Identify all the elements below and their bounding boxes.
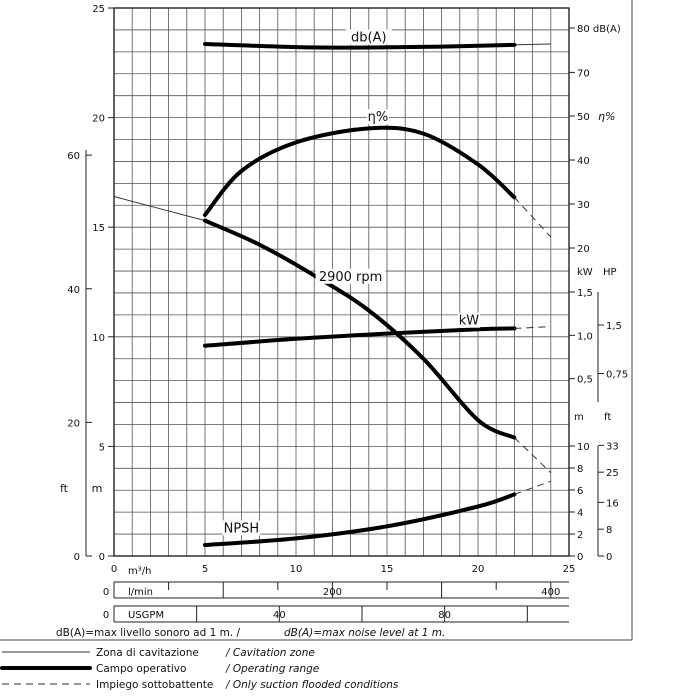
flow-m3h-tick-label: 15 (381, 564, 394, 575)
flow-m3h-tick-label: 25 (563, 564, 576, 575)
footnote-italian: dB(A)=max livello sonoro ad 1 m. / (56, 627, 241, 639)
curve-db-a-operating (203, 41, 517, 50)
curve-label-eff: η% (368, 110, 389, 125)
curve-label-bg (222, 520, 261, 536)
flow-lmin-tick-label: 200 (323, 587, 342, 598)
kw-unit-label: kW (577, 267, 593, 278)
npsh-ft-tick-label: 25 (606, 468, 619, 479)
curve-2900-rpm-flooded (514, 437, 552, 474)
head-ft-tick-label: 60 (67, 151, 80, 162)
npsh-m-unit-label: m (574, 412, 584, 423)
npsh-ft-tick-label: 16 (606, 498, 619, 509)
eff-tick-label: 20 (577, 244, 590, 255)
flow-lmin-tick-label: 400 (541, 587, 560, 598)
head-ft-tick-label: 0 (74, 552, 80, 563)
curve-label-db-a: db(A) (351, 31, 387, 46)
plot-frame (113, 7, 570, 557)
kw-tick-label: 1,5 (577, 288, 593, 299)
npsh-ft-tick-label: 33 (606, 441, 619, 452)
curve-label-2900-rpm: 2900 rpm (319, 270, 382, 285)
curve-label-bg (315, 268, 386, 284)
npsh-m-tick-label: 4 (577, 508, 583, 519)
curve-eff-flooded (514, 197, 552, 238)
curve-label-bg (345, 29, 392, 45)
npsh-ft-unit-label: ft (604, 412, 611, 423)
curve-2900-rpm-cavitation (113, 196, 206, 222)
head-m-tick-label: 25 (92, 4, 105, 15)
head-m-tick-label: 5 (99, 442, 105, 453)
chart-axes (0, 0, 633, 641)
flow-m3h-tick-label: 10 (290, 564, 303, 575)
npsh-m-tick-label: 2 (577, 530, 583, 541)
kw-tick-label: 1,0 (577, 331, 593, 342)
flow-usgpm-unit-label: USGPM (128, 610, 164, 621)
db-tick-label: 80 dB(A) (577, 24, 621, 35)
npsh-ft-tick-label: 0 (606, 552, 612, 563)
flow-lmin-unit-label: l/min (128, 587, 153, 598)
db-tick-label: 70 (577, 68, 590, 79)
legend-label-flooded: Impiego sottobattente (96, 679, 213, 691)
legend-translation-flooded: / Only suction flooded conditions (225, 679, 399, 691)
curve-npsh-flooded (514, 480, 551, 495)
kw-tick-label: 0,5 (577, 375, 593, 386)
npsh-m-tick-label: 0 (577, 552, 583, 563)
chart-curves (113, 41, 552, 547)
head-m-tick-label: 20 (92, 114, 105, 125)
flow-usgpm-tick-label: 40 (273, 610, 286, 621)
eff-axis-label: η% (598, 110, 615, 123)
curve-db-a-cavitation (514, 43, 551, 46)
footnote-english: dB(A)=max noise level at 1 m. (284, 627, 445, 639)
hp-tick-label: 1,5 (606, 321, 622, 332)
flow-m3h-tick-label: 20 (472, 564, 485, 575)
legend-label-operating: Campo operativo (96, 663, 186, 675)
flow-usgpm-tick-label: 0 (103, 610, 109, 621)
hp-unit-label: HP (603, 267, 617, 278)
flow-lmin-tick-label: 0 (103, 587, 109, 598)
head-m-tick-label: 10 (92, 333, 105, 344)
chart-legend: dB(A)=max livello sonoro ad 1 m. / dB(A)=… (0, 627, 445, 691)
head-ft-tick-label: 40 (67, 285, 80, 296)
curve-label-bg (366, 109, 389, 125)
head-m-tick-label: 0 (99, 552, 105, 563)
head-m-unit-label: m (92, 482, 103, 495)
flow-m3h-tick-label: 0 (111, 564, 117, 575)
flow-usgpm-tick-label: 80 (438, 610, 451, 621)
curve-npsh-operating (203, 492, 517, 547)
curve-label-npsh: NPSH (224, 521, 260, 536)
hp-tick-label: 0,75 (606, 370, 628, 381)
npsh-ft-tick-label: 8 (606, 525, 612, 536)
curve-kw-operating (203, 326, 517, 348)
legend-translation-operating: / Operating range (225, 663, 319, 675)
head-ft-tick-label: 20 (67, 418, 80, 429)
eff-tick-label: 30 (577, 200, 590, 211)
flow-m3h-unit-label: m³/h (128, 566, 151, 577)
flow-m3h-tick-label: 5 (202, 564, 208, 575)
legend-label-cavitation: Zona di cavitazione (96, 647, 199, 659)
eff-tick-label: 40 (577, 156, 590, 167)
head-ft-unit-label: ft (60, 482, 69, 495)
head-m-tick-label: 15 (92, 223, 105, 234)
curve-label-kw: kW (459, 314, 480, 329)
eff-tick-label: 50 (577, 112, 590, 123)
curve-label-bg (457, 312, 480, 328)
npsh-m-tick-label: 10 (577, 442, 590, 453)
npsh-m-tick-label: 6 (577, 486, 583, 497)
curve-eff-operating (203, 125, 517, 217)
npsh-m-tick-label: 8 (577, 464, 583, 475)
curve-2900-rpm-operating (203, 218, 517, 440)
legend-translation-cavitation: / Cavitation zone (225, 647, 315, 659)
curve-kw-flooded (514, 326, 551, 329)
